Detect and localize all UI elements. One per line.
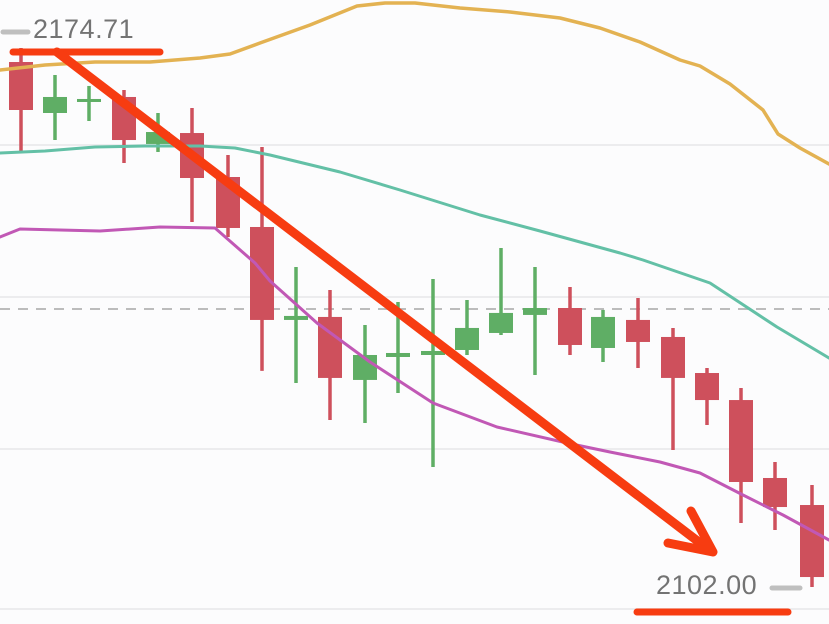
candlestick (455, 327, 479, 350)
trend-arrow-shaft (52, 47, 713, 554)
candlestick (800, 505, 824, 578)
candlestick (77, 98, 101, 102)
candlestick (386, 352, 410, 357)
low-price-label: 2102.00 (656, 570, 758, 600)
candlestick (146, 132, 170, 144)
trend-arrow-head (663, 506, 718, 557)
band-lower-line (0, 225, 829, 542)
candlestick (558, 308, 582, 345)
candlestick (591, 316, 615, 348)
candlestick (284, 315, 308, 320)
candlestick (729, 400, 753, 482)
candlestick (626, 319, 650, 342)
candlestick (763, 477, 787, 508)
candlestick (695, 373, 719, 401)
high-price-label: 2174.71 (33, 14, 135, 44)
candlestick (661, 336, 685, 378)
candlestick (43, 96, 67, 113)
band-middle-line (0, 144, 829, 360)
candlestick (523, 308, 547, 315)
band-upper-line (0, 1, 829, 166)
candlestick (421, 350, 445, 355)
candlestick (489, 312, 513, 333)
